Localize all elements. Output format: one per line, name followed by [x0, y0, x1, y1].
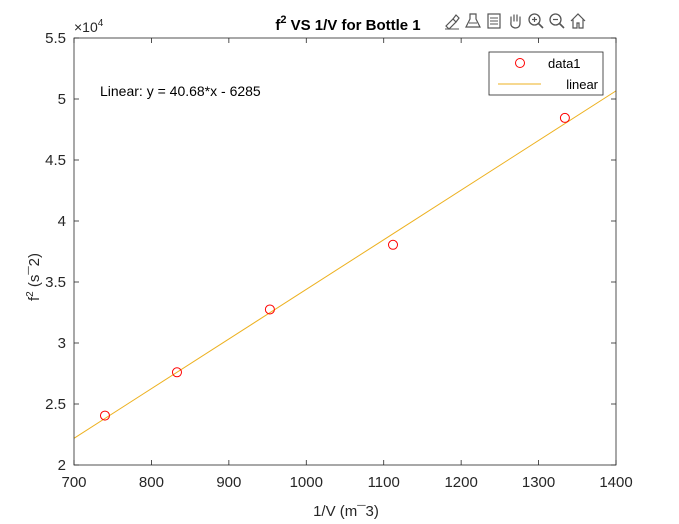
x-tick-label: 700	[61, 474, 86, 491]
fit-line-layer	[73, 90, 617, 439]
y-tick-label: 3	[58, 335, 66, 352]
data-point[interactable]	[388, 239, 399, 250]
plot-background[interactable]	[74, 38, 616, 465]
home-button[interactable]	[568, 10, 587, 32]
legend-box	[488, 51, 604, 96]
x-tick-label: 1100	[368, 474, 400, 491]
home-icon	[570, 13, 585, 29]
y-tick-label: 2	[58, 457, 66, 474]
data-points-layer	[99, 112, 570, 421]
pan-button[interactable]	[505, 10, 524, 32]
data-tips-icon	[464, 13, 481, 28]
x-tick-label: 1400	[599, 474, 632, 491]
plot-area	[74, 38, 616, 465]
data-point[interactable]	[559, 112, 570, 123]
chart-title: f2 VS 1/V for Bottle 1	[275, 14, 420, 34]
y-tick-label: 3.5	[45, 274, 66, 291]
zoom-in-icon	[527, 13, 544, 29]
x-tick-label: 1200	[444, 474, 477, 491]
axes-toolbar	[442, 10, 587, 34]
x-tick-label: 800	[139, 474, 164, 491]
zoom-in-button[interactable]	[526, 10, 545, 32]
data-point[interactable]	[264, 304, 275, 315]
x-axis-label: 1/V (m¯3)	[313, 503, 379, 519]
fit-equation-annotation: Linear: y = 40.68*x - 6285	[100, 83, 261, 99]
y-axis-label: f2 (s¯2)	[25, 253, 43, 301]
y-ticks: 2 2.5 3 3.5 4 4.5 5 5.5	[45, 30, 616, 474]
legend-label-linear: linear	[566, 77, 598, 92]
x-tick-label: 1000	[290, 474, 323, 491]
data-point[interactable]	[99, 410, 110, 421]
axes-box	[73, 37, 617, 466]
axes-layer	[73, 37, 617, 466]
legend[interactable]: data1 linear	[488, 51, 604, 96]
brush-icon	[444, 14, 460, 30]
fit-line-linear[interactable]	[73, 90, 617, 439]
legend-button[interactable]	[484, 10, 503, 32]
legend-label-data1: data1	[548, 56, 581, 71]
data-tips-button[interactable]	[463, 10, 482, 32]
brush-button[interactable]	[442, 10, 461, 32]
y-tick-label: 4.5	[45, 152, 66, 169]
pan-icon	[509, 14, 521, 29]
x-tick-label: 900	[216, 474, 241, 491]
y-tick-label: 4	[58, 213, 66, 230]
y-tick-label: 5.5	[45, 30, 66, 47]
zoom-out-icon	[548, 13, 565, 29]
legend-marker-data1	[515, 58, 525, 68]
zoom-out-button[interactable]	[547, 10, 566, 32]
y-tick-label: 2.5	[45, 396, 66, 413]
data-point[interactable]	[171, 367, 182, 378]
y-tick-label: 5	[58, 91, 66, 108]
x-ticks: 700 800 900 1000 1100 1200 1300 1400	[61, 38, 633, 491]
x-tick-label: 1300	[522, 474, 555, 491]
legend-icon	[486, 13, 501, 29]
y-exponent-label: ×104	[74, 18, 104, 35]
